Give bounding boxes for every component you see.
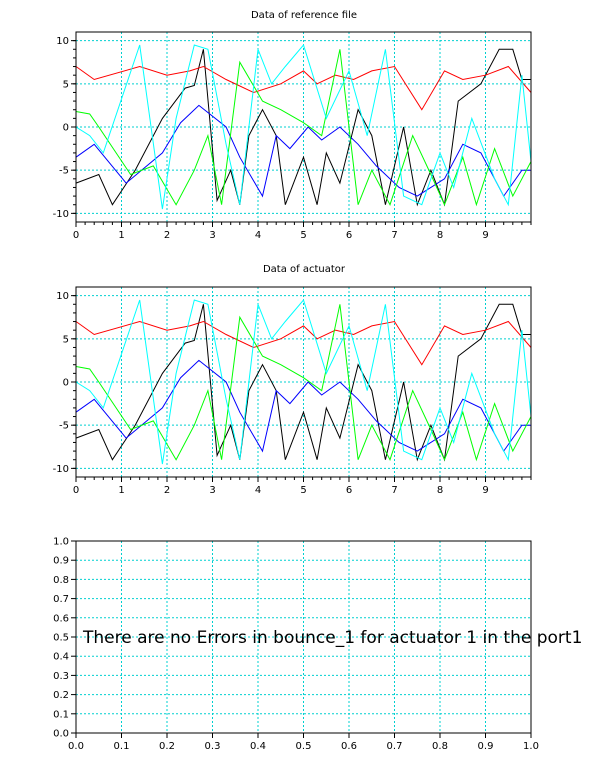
x-tick-label: 0.6 — [341, 741, 357, 752]
x-tick-label: 0.9 — [478, 741, 494, 752]
y-tick-label: 0.4 — [53, 652, 69, 663]
plot-area: 0 1 2 3 4 5 6 7 8 9 10 5 0 -5 -10 — [53, 31, 532, 241]
y-tick-label: -10 — [53, 209, 69, 220]
series-line-0 — [75, 303, 531, 462]
x-tick-label: 5 — [300, 485, 306, 496]
x-tick-label: 0 — [73, 230, 79, 241]
x-tick-label: 7 — [391, 485, 397, 496]
y-tick-label: 0.0 — [53, 729, 69, 740]
x-tick-label: 0.8 — [432, 741, 448, 752]
series-line-4 — [75, 43, 532, 210]
x-tick-label: 8 — [437, 485, 443, 496]
x-tick-label: 0.3 — [205, 741, 221, 752]
chart-actuator: Data of actuator 0 1 2 3 4 5 6 7 8 9 10 5 0 -5 -10 — [53, 264, 532, 496]
series-line-2 — [75, 359, 531, 453]
x-tick-label: 1 — [118, 485, 124, 496]
plot-area: 0 1 2 3 4 5 6 7 8 9 10 5 0 -5 -10 — [53, 286, 532, 496]
y-tick-label: 10 — [56, 291, 69, 302]
x-tick-label: 0.7 — [387, 741, 403, 752]
series-line-2 — [75, 104, 531, 198]
x-tick-label: 0.1 — [114, 741, 130, 752]
x-tick-label: 5 — [300, 230, 306, 241]
x-tick-label: 4 — [255, 230, 261, 241]
x-tick-label: 6 — [346, 230, 352, 241]
y-tick-label: 0 — [63, 123, 69, 134]
chart-error-report: 0.0 0.1 0.2 0.3 0.4 0.5 0.6 0.7 0.8 0.9 1.0 1.0 0.9 0… — [53, 537, 582, 753]
series-line-0 — [75, 48, 531, 207]
x-tick-label: 9 — [482, 485, 488, 496]
y-tick-label: -10 — [53, 464, 69, 475]
y-tick-label: -5 — [59, 421, 69, 432]
y-tick-label: 0.7 — [53, 594, 69, 605]
x-tick-label: 0.0 — [68, 741, 84, 752]
y-tick-label: 0.5 — [53, 633, 69, 644]
x-tick-label: 0.5 — [296, 741, 312, 752]
x-tick-label: 0 — [73, 485, 79, 496]
x-tick-label: 0.2 — [159, 741, 175, 752]
y-tick-label: 5 — [63, 79, 69, 90]
y-tick-label: 0.6 — [53, 613, 69, 624]
x-tick-label: 3 — [209, 485, 215, 496]
series-line-1 — [75, 65, 532, 111]
series-line-1 — [75, 320, 532, 366]
y-tick-label: 1.0 — [53, 537, 69, 548]
y-tick-label: 0.8 — [53, 575, 69, 586]
y-tick-label: 0 — [63, 378, 69, 389]
chart-title: Data of reference file — [251, 10, 357, 21]
x-tick-label: 7 — [391, 230, 397, 241]
y-tick-label: 5 — [63, 334, 69, 345]
series-line-4 — [75, 298, 532, 465]
x-tick-label: 1 — [118, 230, 124, 241]
chart-reference-file: Data of reference file 0 1 2 3 4 5 6 7 8 9 10 5 0 -5 -… — [53, 10, 532, 241]
x-tick-label: 6 — [346, 485, 352, 496]
x-tick-label: 3 — [209, 230, 215, 241]
y-tick-label: 0.2 — [53, 690, 69, 701]
x-tick-label: 0.4 — [250, 741, 266, 752]
plot-area: 0.0 0.1 0.2 0.3 0.4 0.5 0.6 0.7 0.8 0.9 1.0 1.0 0.9 0… — [53, 537, 539, 753]
y-tick-label: 0.3 — [53, 671, 69, 682]
y-tick-label: 10 — [56, 36, 69, 47]
x-tick-label: 9 — [482, 230, 488, 241]
x-tick-label: 1.0 — [523, 741, 539, 752]
y-tick-label: -5 — [59, 166, 69, 177]
chart-title: Data of actuator — [263, 264, 346, 275]
x-tick-label: 4 — [255, 485, 261, 496]
y-tick-label: 0.9 — [53, 556, 69, 567]
x-tick-label: 2 — [164, 485, 170, 496]
x-tick-label: 8 — [437, 230, 443, 241]
error-report-message: There are no Errors in bounce_1 for actu… — [82, 628, 582, 648]
x-tick-label: 2 — [164, 230, 170, 241]
y-tick-label: 0.1 — [53, 709, 69, 720]
